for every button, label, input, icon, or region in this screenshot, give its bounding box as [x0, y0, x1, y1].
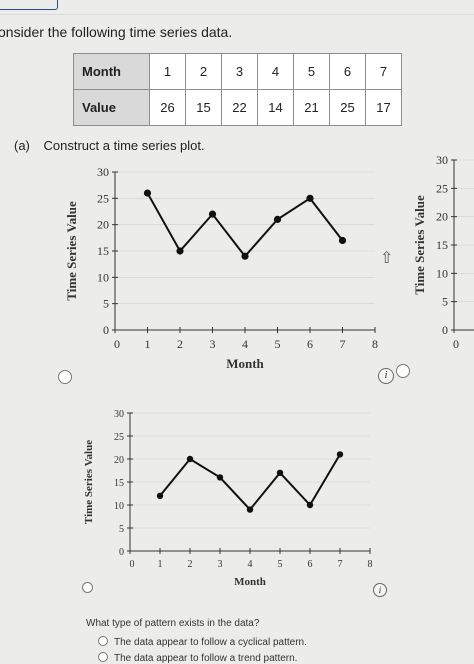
data-point: [176, 247, 184, 255]
y-axis-label: Time Series Value: [412, 195, 427, 295]
x-tick-label: 0: [453, 337, 459, 351]
table-cell: 17: [365, 89, 402, 126]
plot-option-1-radio[interactable]: [58, 370, 72, 384]
y-tick-label: 25: [97, 191, 109, 205]
y-tick-label: 15: [114, 478, 124, 489]
x-tick-label: 0: [130, 559, 135, 570]
table-cell: 2: [185, 53, 222, 90]
table-cell: 15: [185, 89, 222, 126]
x-tick-label: 2: [188, 559, 193, 570]
data-point: [246, 506, 254, 513]
pattern-option-radio[interactable]: [98, 636, 108, 646]
data-point: [338, 236, 347, 245]
pattern-option-trend[interactable]: The data appear to follow a trend patter…: [98, 652, 297, 664]
x-tick-label: 7: [340, 337, 346, 351]
data-point: [208, 210, 217, 218]
x-tick-label: 5: [278, 559, 283, 570]
info-icon[interactable]: i: [378, 368, 394, 384]
part-a-heading: (a) Construct a time series plot.: [14, 138, 205, 153]
y-tick-label: 10: [436, 266, 448, 280]
table-cell: 7: [365, 53, 402, 90]
table-cell: 3: [221, 53, 258, 90]
y-tick-label: 30: [97, 165, 109, 179]
pattern-option-label: The data appear to follow a cyclical pat…: [114, 637, 307, 648]
table-cell: 26: [149, 89, 186, 126]
y-tick-label: 0: [119, 547, 124, 558]
time-series-plot-option-1: 0 5 10 15 20 25 30 0 1 2 3 4 5 6 7 8 Month Time Series Va…: [64, 165, 378, 371]
data-point: [186, 455, 194, 463]
info-icon[interactable]: i: [373, 583, 387, 597]
table-cell: 25: [329, 89, 366, 126]
y-tick-label: 15: [436, 238, 448, 252]
y-tick-label: 10: [114, 501, 124, 512]
data-table: Month 1 2 3 4 5 6 7 Value 26 15 22 14 21…: [73, 53, 402, 126]
y-tick-label: 0: [442, 323, 448, 337]
x-tick-label: 6: [308, 559, 313, 570]
y-tick-label: 5: [442, 295, 448, 309]
y-tick-label: 25: [436, 181, 448, 195]
pattern-option-cyclical[interactable]: The data appear to follow a cyclical pat…: [98, 636, 307, 648]
y-tick-label: 30: [436, 153, 448, 167]
data-point: [156, 492, 164, 499]
table-cell: 6: [329, 53, 366, 90]
x-tick-label: 0: [114, 337, 120, 351]
x-tick-label: 3: [218, 559, 223, 570]
x-tick-label: 4: [242, 337, 248, 351]
table-row: Value 26 15 22 14 21 25 17: [73, 89, 402, 126]
x-tick-label: 5: [275, 337, 281, 351]
y-tick-label: 30: [114, 409, 124, 420]
intro-text: onsider the following time series data.: [0, 24, 233, 40]
row-header-month: Month: [73, 53, 150, 90]
y-axis-label: Time Series Value: [83, 440, 95, 524]
x-tick-label: 8: [372, 337, 378, 351]
top-frame: [0, 0, 58, 10]
table-row: Month 1 2 3 4 5 6 7: [73, 53, 402, 90]
x-tick-label: 2: [177, 337, 183, 351]
table-cell: 22: [221, 89, 258, 126]
pattern-question: What type of pattern exists in the data?: [86, 618, 260, 629]
data-point: [306, 194, 314, 202]
data-point: [143, 189, 152, 197]
x-tick-label: 1: [145, 337, 151, 351]
x-tick-label: 6: [307, 337, 313, 351]
pattern-option-radio[interactable]: [98, 652, 108, 662]
y-tick-label: 5: [119, 524, 124, 535]
plot-option-2-radio[interactable]: [396, 364, 410, 378]
table-cell: 1: [149, 53, 186, 90]
time-series-plot-option-3: 0 5 10 15 20 25 30 0 1 2 3 4 5 6 7 8 Month Time Series Va…: [83, 409, 373, 588]
table-cell: 5: [293, 53, 330, 90]
data-point: [216, 474, 224, 481]
x-axis-label: Month: [234, 576, 266, 588]
table-cell: 4: [257, 53, 294, 90]
data-point: [241, 252, 249, 260]
y-tick-label: 20: [436, 210, 448, 224]
table-cell: 21: [293, 89, 330, 126]
y-tick-label: 5: [103, 297, 109, 311]
data-point: [336, 451, 344, 458]
time-series-plot-option-2: 0 5 10 15 20 25 30 0 Time Series Value: [412, 153, 474, 351]
y-tick-label: 0: [103, 323, 109, 337]
part-a-text: Construct a time series plot.: [43, 138, 205, 153]
y-tick-label: 15: [97, 244, 109, 258]
y-tick-label: 25: [114, 432, 124, 443]
data-point: [306, 501, 314, 509]
x-tick-label: 1: [158, 559, 163, 570]
x-tick-label: 8: [368, 559, 373, 570]
x-axis-label: Month: [226, 356, 264, 371]
y-tick-label: 20: [97, 218, 109, 232]
data-point: [273, 215, 282, 223]
y-tick-label: 10: [97, 270, 109, 284]
plot-option-3-radio[interactable]: [82, 582, 93, 593]
y-tick-label: 20: [114, 455, 124, 466]
data-point: [276, 469, 284, 476]
table-cell: 14: [257, 89, 294, 126]
x-tick-label: 7: [338, 559, 343, 570]
y-axis-label: Time Series Value: [64, 201, 79, 301]
mouse-cursor-icon: ⇧: [380, 250, 394, 267]
x-tick-label: 3: [210, 337, 216, 351]
divider: [0, 14, 474, 15]
row-header-value: Value: [73, 89, 150, 126]
x-tick-label: 4: [248, 559, 253, 570]
part-a-label: (a): [14, 138, 30, 153]
